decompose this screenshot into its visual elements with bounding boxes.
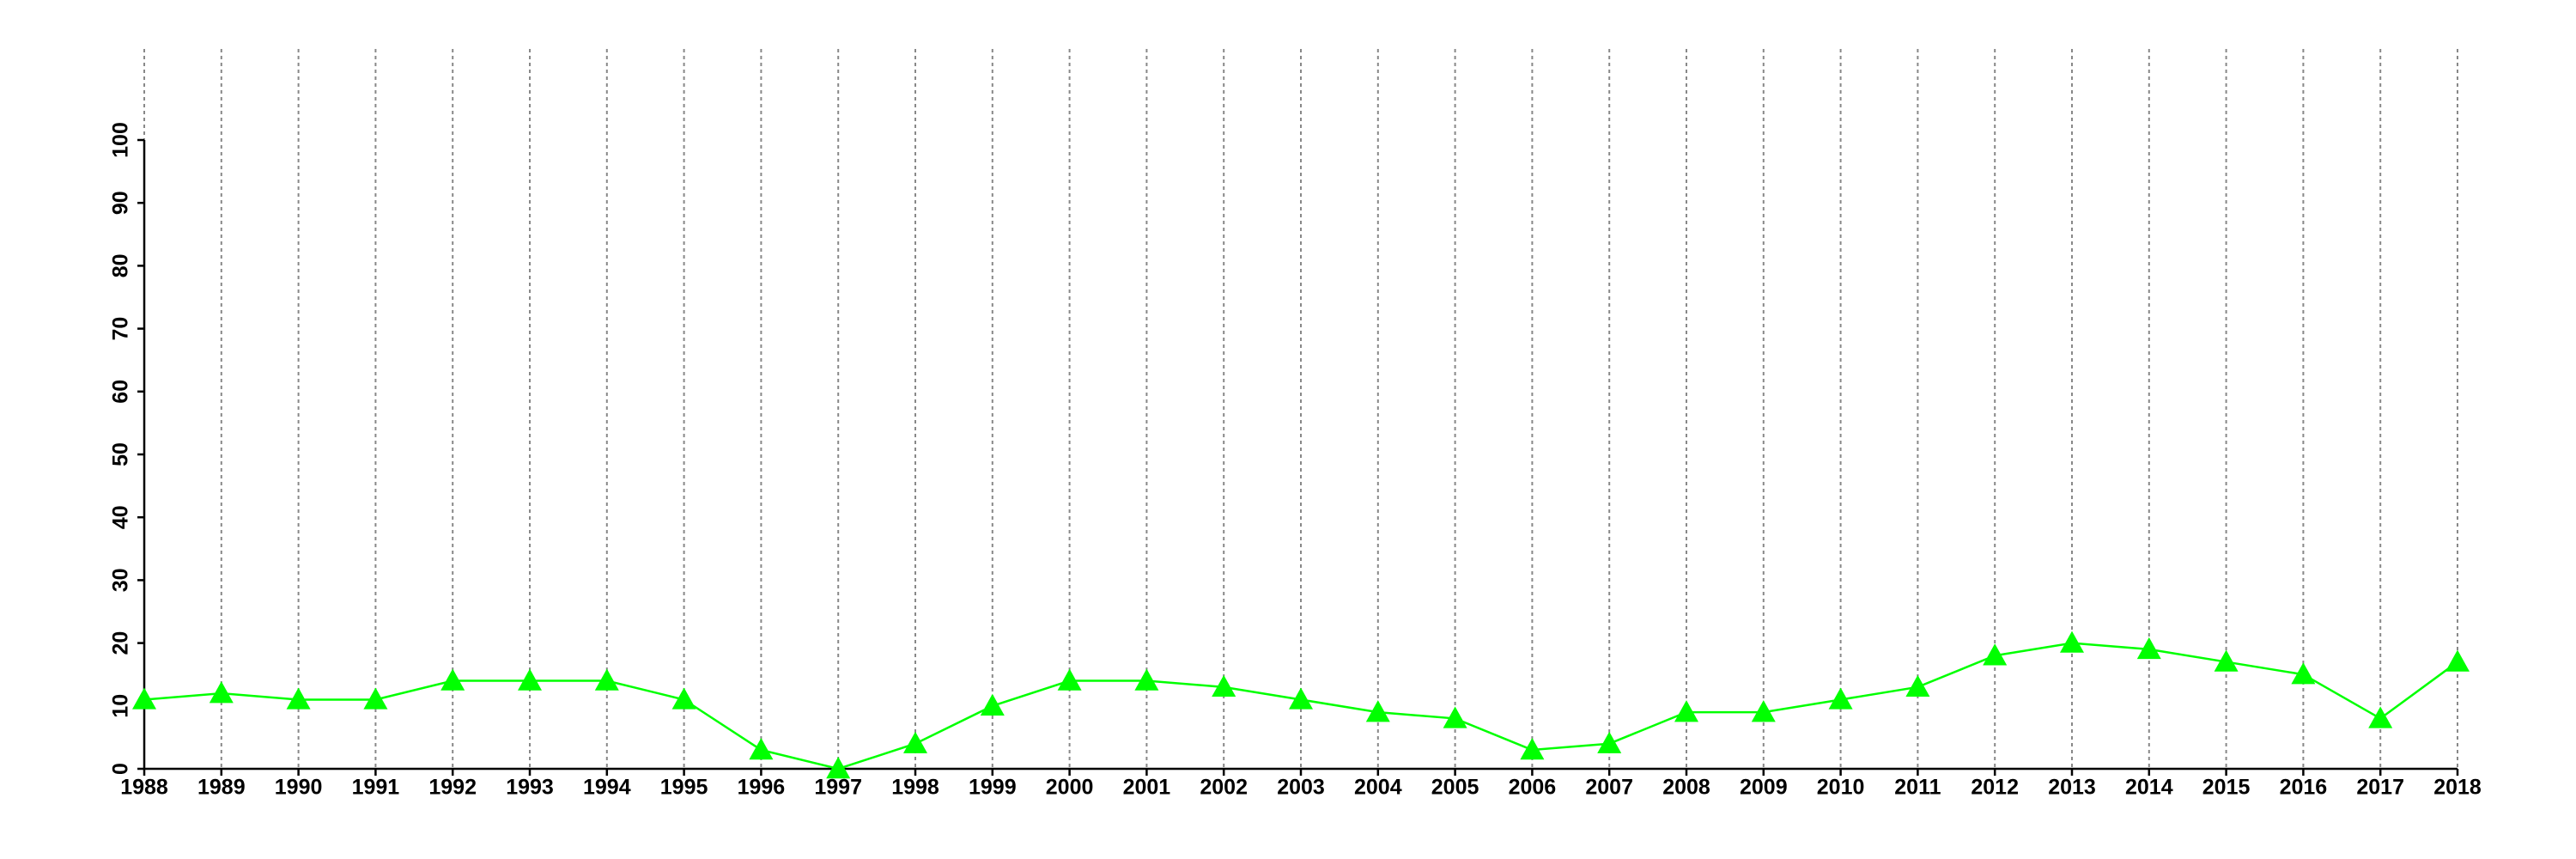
data-point xyxy=(1365,700,1390,722)
data-point xyxy=(1520,738,1545,760)
x-tick-label: 2006 xyxy=(1509,776,1557,800)
data-point xyxy=(749,738,774,760)
x-tick-label: 2004 xyxy=(1354,776,1402,800)
data-point xyxy=(518,668,542,691)
y-tick-label: 10 xyxy=(109,694,133,718)
x-tick-label: 1994 xyxy=(583,776,631,800)
y-tick-label: 60 xyxy=(109,380,133,404)
x-tick-label: 2010 xyxy=(1817,776,1865,800)
x-tick-label: 2000 xyxy=(1046,776,1094,800)
x-tick-label: 1993 xyxy=(506,776,554,800)
x-tick-label: 2005 xyxy=(1431,776,1479,800)
y-tick-label: 30 xyxy=(109,568,133,592)
data-point xyxy=(286,687,311,710)
y-tick-label: 70 xyxy=(109,317,133,341)
x-tick-label: 2001 xyxy=(1123,776,1171,800)
data-point xyxy=(440,668,465,691)
x-tick-label: 2012 xyxy=(1971,776,2019,800)
x-tick-label: 2015 xyxy=(2202,776,2251,800)
data-point xyxy=(1674,700,1698,722)
data-point xyxy=(1212,674,1236,698)
data-point xyxy=(2060,631,2084,653)
x-tick-label: 2017 xyxy=(2356,776,2404,800)
data-point xyxy=(1983,643,2008,666)
data-point xyxy=(1057,668,1082,691)
y-tick-label: 20 xyxy=(109,631,133,655)
x-tick-label: 1996 xyxy=(738,776,786,800)
data-point xyxy=(903,731,927,753)
y-tick-label: 80 xyxy=(109,253,133,277)
data-point xyxy=(2445,649,2470,672)
x-tick-label: 1991 xyxy=(352,776,400,800)
x-tick-label: 2002 xyxy=(1200,776,1248,800)
x-tick-label: 1988 xyxy=(120,776,168,800)
x-tick-label: 2007 xyxy=(1585,776,1633,800)
data-point xyxy=(2368,706,2393,728)
data-point xyxy=(363,687,388,710)
x-tick-label: 1997 xyxy=(814,776,862,800)
x-tick-label: 2016 xyxy=(2280,776,2328,800)
y-tick-label: 100 xyxy=(109,122,133,158)
data-point xyxy=(1443,706,1467,728)
data-point xyxy=(1828,687,1853,710)
x-tick-label: 2013 xyxy=(2048,776,2096,800)
x-tick-label: 1990 xyxy=(275,776,323,800)
x-tick-label: 2014 xyxy=(2125,776,2173,800)
data-point xyxy=(671,687,696,710)
data-point xyxy=(1289,687,1313,710)
data-point xyxy=(1905,674,1930,698)
x-tick-label: 2011 xyxy=(1894,776,1941,800)
data-point xyxy=(1751,700,1776,722)
x-tick-label: 2018 xyxy=(2433,776,2482,800)
data-point xyxy=(594,668,619,691)
data-point xyxy=(209,681,234,704)
y-tick-label: 50 xyxy=(109,442,133,466)
data-point xyxy=(1134,668,1159,691)
x-tick-label: 2009 xyxy=(1740,776,1788,800)
data-point xyxy=(826,757,851,779)
x-tick-label: 1995 xyxy=(660,776,708,800)
data-point xyxy=(2214,649,2239,672)
x-tick-label: 2003 xyxy=(1277,776,1325,800)
x-tick-label: 1999 xyxy=(969,776,1017,800)
x-tick-label: 1989 xyxy=(197,776,246,800)
x-tick-label: 1992 xyxy=(428,776,477,800)
y-tick-label: 40 xyxy=(109,505,133,529)
data-point xyxy=(2136,637,2161,660)
y-tick-label: 0 xyxy=(109,763,133,775)
data-point xyxy=(2291,662,2316,685)
y-tick-label: 90 xyxy=(109,191,133,215)
x-tick-label: 2008 xyxy=(1662,776,1710,800)
data-point xyxy=(1597,731,1622,753)
data-point xyxy=(980,693,1005,716)
x-tick-label: 1998 xyxy=(891,776,939,800)
data-point xyxy=(132,687,156,710)
